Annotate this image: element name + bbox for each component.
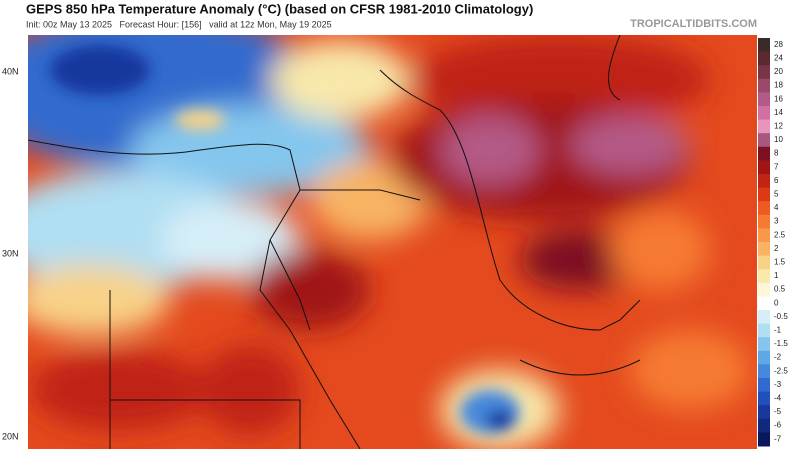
colorbar-label: 1.5 (774, 258, 786, 267)
colorbar-label: 5 (774, 190, 779, 199)
colorbar-swatch (758, 78, 770, 93)
colorbar-swatch (758, 119, 770, 134)
colorbar-label: 3 (774, 217, 779, 226)
colorbar-swatch (758, 133, 770, 148)
colorbar-swatch (758, 160, 770, 175)
colorbar-swatch (758, 187, 770, 202)
colorbar-swatch (758, 310, 770, 325)
colorbar-label: -1.5 (774, 339, 788, 348)
colorbar-swatch (758, 242, 770, 257)
colorbar-swatch (758, 65, 770, 80)
colorbar-swatch (758, 255, 770, 270)
colorbar-swatch (758, 38, 770, 53)
colorbar-label: -3 (774, 380, 782, 389)
colorbar-label: -2.5 (774, 366, 788, 375)
latitude-labels: 40N 30N 20N (2, 66, 19, 441)
colorbar-label: -5 (774, 407, 782, 416)
colorbar-swatch (758, 51, 770, 66)
colorbar-label: 4 (774, 203, 779, 212)
colorbar: 28 24 20 18 16 14 12 10 8 7 6 5 4 3 2.5 2 1.5 1 0.5 0 -0.5 -1… (758, 38, 788, 447)
colorbar-swatch (758, 418, 770, 433)
colorbar-swatch (758, 350, 770, 365)
colorbar-label: -4 (774, 394, 782, 403)
colorbar-swatch (758, 364, 770, 379)
colorbar-swatch (758, 405, 770, 420)
colorbar-label: 10 (774, 135, 783, 144)
colorbar-label: 16 (774, 94, 783, 103)
colorbar-swatch (758, 214, 770, 229)
colorbar-swatch (758, 106, 770, 121)
colorbar-swatch (758, 228, 770, 243)
colorbar-label: 2 (774, 244, 779, 253)
subtitle: Init: 00z May 13 2025 Forecast Hour: [15… (26, 19, 332, 29)
colorbar-label: 12 (774, 122, 783, 131)
latitude-label: 20N (2, 431, 19, 441)
colorbar-label: -2 (774, 353, 782, 362)
colorbar-label: -1 (774, 326, 782, 335)
colorbar-swatch (758, 432, 770, 447)
colorbar-label: 24 (774, 54, 783, 63)
title: GEPS 850 hPa Temperature Anomaly (°C) (b… (26, 1, 533, 16)
colorbar-label: 7 (774, 162, 779, 171)
colorbar-label: -0.5 (774, 312, 788, 321)
colorbar-swatch (758, 323, 770, 338)
colorbar-swatch (758, 174, 770, 189)
colorbar-label: 20 (774, 67, 783, 76)
colorbar-label: 28 (774, 40, 783, 49)
colorbar-swatch (758, 391, 770, 406)
colorbar-label: 14 (774, 108, 783, 117)
map-field (28, 35, 757, 449)
colorbar-swatch (758, 378, 770, 393)
colorbar-label: 0 (774, 298, 779, 307)
colorbar-label: 6 (774, 176, 779, 185)
colorbar-swatch (758, 201, 770, 216)
colorbar-label: -7 (774, 434, 782, 443)
colorbar-label: -6 (774, 421, 782, 430)
latitude-label: 40N (2, 66, 19, 76)
colorbar-swatch (758, 92, 770, 107)
colorbar-swatch (758, 337, 770, 352)
colorbar-swatch (758, 146, 770, 161)
colorbar-swatch (758, 296, 770, 311)
colorbar-label: 0.5 (774, 285, 786, 294)
colorbar-swatch (758, 282, 770, 297)
colorbar-swatch (758, 269, 770, 284)
latitude-label: 30N (2, 248, 19, 258)
colorbar-label: 18 (774, 81, 783, 90)
source: TROPICALTIDBITS.COM (630, 18, 757, 30)
colorbar-label: 2.5 (774, 230, 786, 239)
colorbar-label: 1 (774, 271, 779, 280)
colorbar-label: 8 (774, 149, 779, 158)
